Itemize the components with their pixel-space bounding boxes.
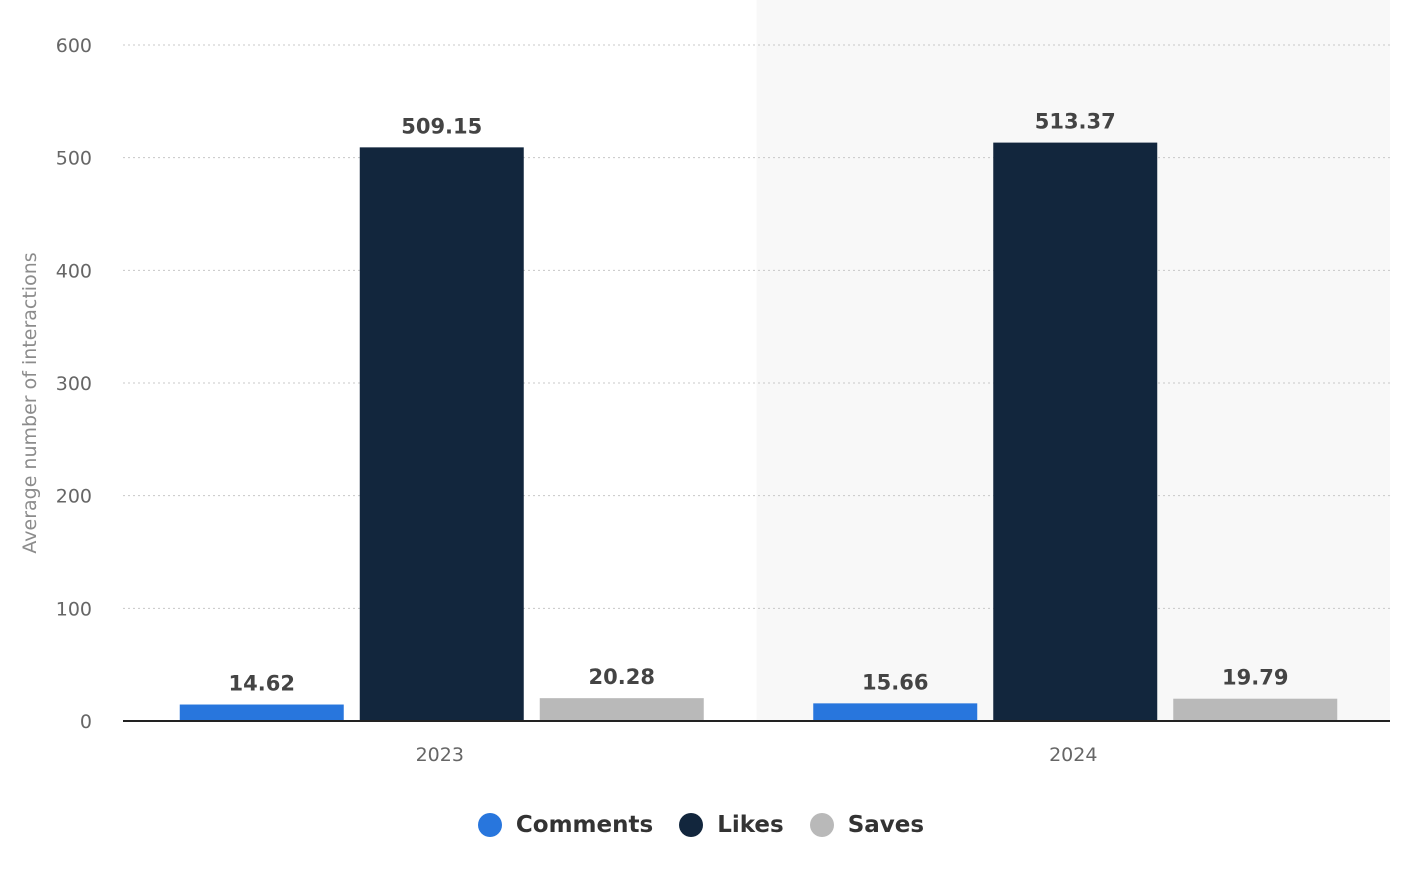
chart-legend: Comments Likes Saves [0, 812, 1402, 838]
data-label-comments-2024: 15.66 [862, 670, 928, 694]
y-axis-title: Average number of interactions [19, 252, 41, 553]
legend-swatch-comments [477, 813, 502, 837]
bar-likes-2024 [993, 142, 1158, 721]
data-label-comments-2023: 14.62 [229, 672, 295, 696]
legend-swatch-likes [679, 813, 704, 837]
y-tick-label: 0 [80, 711, 92, 733]
data-label-saves-2024: 19.79 [1222, 666, 1288, 690]
x-tick-label-2024: 2024 [1049, 744, 1097, 766]
legend-swatch-saves [809, 813, 834, 837]
bar-saves-2024 [1173, 698, 1338, 721]
data-label-likes-2024: 513.37 [1035, 110, 1116, 134]
x-tick-label-2023: 2023 [416, 744, 464, 766]
y-tick-label: 600 [56, 35, 92, 57]
legend-label: Comments [515, 812, 654, 838]
legend-label: Likes [717, 812, 784, 838]
y-tick-label: 500 [56, 148, 92, 170]
bar-chart: 0 100 200 300 400 500 600 Average number of int… [19, 35, 1390, 766]
legend-item-saves[interactable]: Saves [809, 812, 925, 838]
legend-item-comments[interactable]: Comments [477, 812, 654, 838]
bar-likes-2023 [359, 147, 524, 721]
bar-comments-2024 [813, 703, 978, 721]
data-label-saves-2023: 20.28 [589, 665, 655, 689]
y-tick-label: 200 [56, 486, 92, 508]
legend-label: Saves [847, 812, 925, 838]
data-label-likes-2023: 509.15 [401, 114, 482, 138]
y-tick-label: 300 [56, 373, 92, 395]
bar-saves-2023 [539, 698, 704, 721]
legend-item-likes[interactable]: Likes [679, 812, 784, 838]
bar-comments-2023 [179, 704, 344, 721]
y-tick-label: 400 [56, 260, 92, 282]
y-tick-label: 100 [56, 598, 92, 620]
